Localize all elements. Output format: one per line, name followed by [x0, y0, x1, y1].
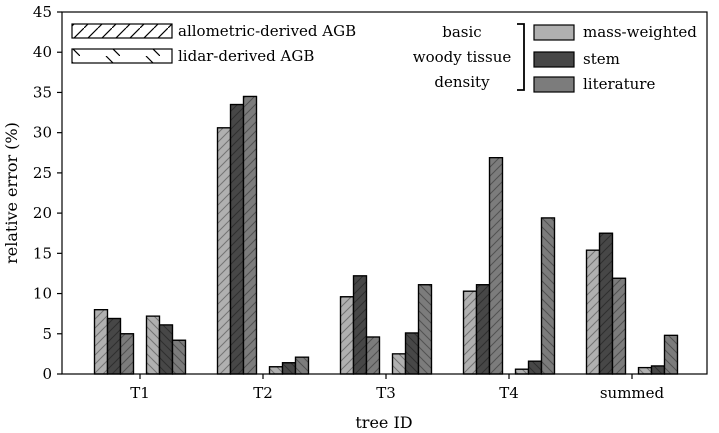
bar-t4-allometric-stem-hatch [477, 285, 490, 374]
x-tick-label-t3: T3 [376, 384, 396, 402]
bar-t3-lidar-literature-hatch [419, 285, 432, 374]
x-tick-label-t2: T2 [253, 384, 273, 402]
y-tick-label-45: 45 [33, 3, 52, 21]
bar-t2-allometric-mass-weighted-hatch [218, 128, 231, 374]
density-legend-title-line1: basic [442, 23, 481, 41]
bar-t3-allometric-literature-hatch [367, 337, 380, 374]
bar-t4-lidar-stem-hatch [529, 361, 542, 374]
bar-t3-allometric-stem-hatch [354, 276, 367, 374]
legend-label-lidar: lidar-derived AGB [178, 47, 314, 65]
x-axis-ticks: T1 T2 T3 T4 summed [130, 374, 664, 402]
y-tick-label-15: 15 [33, 244, 52, 262]
bar-t4-allometric-mass-weighted-hatch [464, 291, 477, 374]
bar-t3-allometric-mass-weighted-hatch [341, 297, 354, 374]
bar-t2-lidar-literature-hatch [296, 357, 309, 374]
legend-swatch-allometric [72, 24, 172, 38]
legend-label-mass-weighted: mass-weighted [583, 23, 697, 41]
bar-t2-lidar-mass-weighted-hatch [270, 367, 283, 374]
density-legend-title-line2: woody tissue [413, 48, 512, 66]
bar-t1-allometric-literature-hatch [121, 334, 134, 374]
x-axis-title: tree ID [355, 413, 412, 432]
bar-t4-lidar-mass-weighted-hatch [516, 369, 529, 374]
bar-summed-lidar-mass-weighted-hatch [639, 368, 652, 374]
density-legend-title-line3: density [434, 73, 490, 91]
density-legend: basic woody tissue density mass-weighted… [413, 23, 698, 93]
x-tick-label-t1: T1 [130, 384, 150, 402]
y-tick-label-5: 5 [42, 325, 52, 343]
legend-swatch-literature [534, 77, 574, 92]
bar-t1-lidar-mass-weighted-hatch [147, 316, 160, 374]
bar-summed-lidar-stem-hatch [652, 366, 665, 374]
bar-t4-lidar-literature-hatch [542, 218, 555, 374]
bar-t4-allometric-literature-hatch [490, 158, 503, 374]
x-tick-label-t4: T4 [499, 384, 519, 402]
y-tick-label-35: 35 [33, 83, 52, 101]
bar-summed-lidar-literature-hatch [665, 335, 678, 374]
bars-layer [95, 96, 678, 374]
y-tick-label-40: 40 [33, 43, 52, 61]
bar-t1-lidar-literature-hatch [173, 340, 186, 374]
y-tick-label-25: 25 [33, 164, 52, 182]
hatch-legend: allometric-derived AGB lidar-derived AGB [72, 22, 356, 65]
y-axis-ticks: 0 5 10 15 20 25 30 35 40 45 [33, 3, 62, 383]
y-tick-label-10: 10 [33, 285, 52, 303]
legend-label-stem: stem [583, 50, 620, 68]
y-tick-label-20: 20 [33, 204, 52, 222]
bar-t1-allometric-stem-hatch [108, 318, 121, 374]
y-tick-label-0: 0 [42, 365, 52, 383]
legend-label-literature: literature [583, 75, 655, 93]
bar-t1-allometric-mass-weighted-hatch [95, 310, 108, 374]
bar-summed-allometric-mass-weighted-hatch [587, 250, 600, 374]
y-axis-title: relative error (%) [2, 122, 21, 264]
bar-t2-allometric-stem-hatch [231, 105, 244, 374]
bar-t2-lidar-stem-hatch [283, 363, 296, 374]
x-tick-label-summed: summed [600, 384, 665, 402]
bar-t1-lidar-stem-hatch [160, 325, 173, 374]
density-legend-bracket [517, 24, 524, 90]
legend-swatch-stem [534, 52, 574, 67]
bar-t3-lidar-mass-weighted-hatch [393, 354, 406, 374]
legend-label-allometric: allometric-derived AGB [178, 22, 356, 40]
bar-t3-lidar-stem-hatch [406, 333, 419, 374]
legend-swatch-lidar [72, 49, 172, 63]
bar-summed-allometric-literature-hatch [613, 278, 626, 374]
bar-summed-allometric-stem-hatch [600, 233, 613, 374]
y-tick-label-30: 30 [33, 124, 52, 142]
bar-t2-allometric-literature-hatch [244, 96, 257, 374]
legend-swatch-mass-weighted [534, 25, 574, 40]
